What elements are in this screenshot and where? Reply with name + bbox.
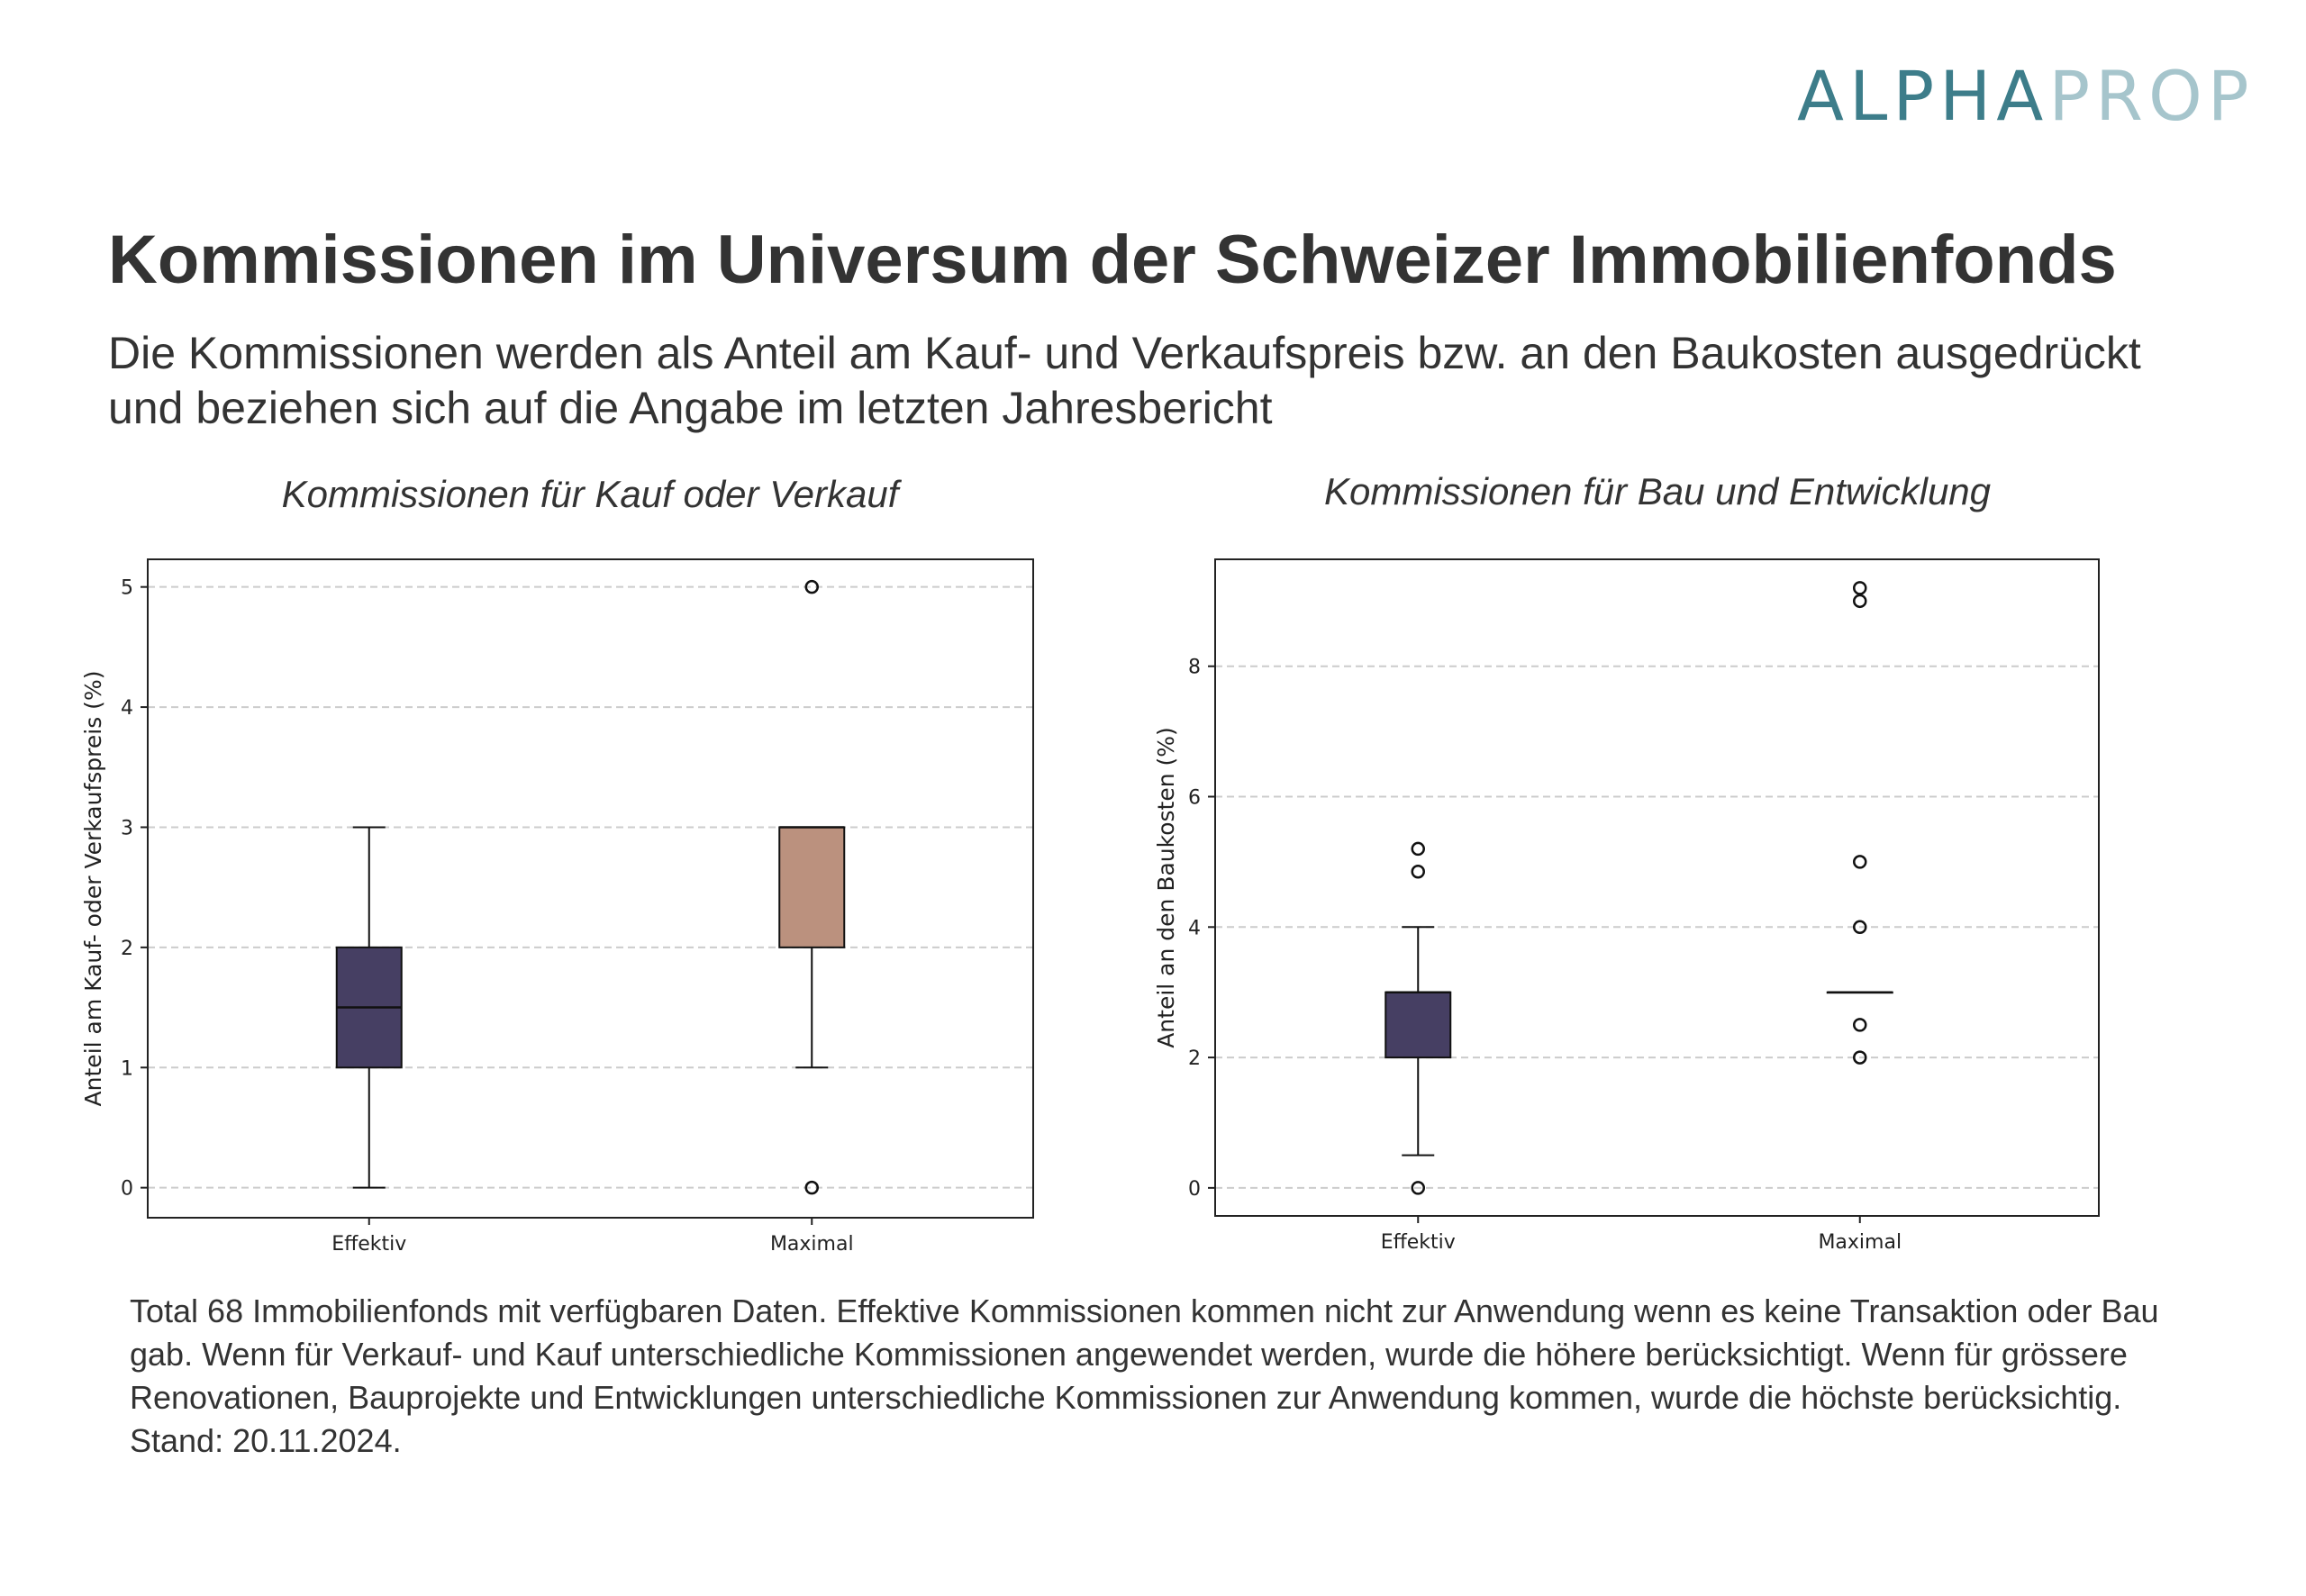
footnote-date: Stand: 20.11.2024. [130,1422,402,1459]
footnote: Total 68 Immobilienfonds mit verfügbaren… [130,1290,2183,1463]
outlier-point [804,1180,819,1195]
outlier-point [1411,1181,1425,1195]
outlier-point [804,579,819,594]
y-tick-label: 1 [121,1057,133,1080]
outlier-point [1411,865,1425,879]
y-tick-label: 4 [1188,917,1201,939]
x-tick-label: Effektiv [331,1233,406,1256]
logo-part-1: ALPHA [1797,56,2049,136]
plot-frame [1214,558,2100,1217]
outlier-point [1853,920,1867,935]
outlier-point [1853,581,1867,595]
outlier-point [1411,841,1425,857]
x-tick-label: Maximal [770,1233,854,1256]
y-axis-label: Anteil an den Baukosten (%) [1153,727,1179,1048]
y-tick-label: 6 [1188,787,1201,810]
plot-frame [147,558,1034,1219]
y-tick-label: 2 [1188,1047,1201,1070]
y-tick-label: 0 [1188,1178,1201,1201]
footnote-text: Total 68 Immobilienfonds mit verfügbaren… [130,1292,2159,1416]
box-maximal [778,826,846,948]
page-title: Kommissionen im Universum der Schweizer … [108,222,2117,298]
y-tick-label: 3 [121,817,133,839]
logo-part-2: PROP [2048,56,2255,136]
y-tick-label: 8 [1188,657,1201,679]
chart-title-bau: Kommissionen für Bau und Entwicklung [1323,470,1992,512]
outlier-point [1853,1018,1867,1032]
outlier-point [1853,1050,1867,1065]
page-subtitle: Die Kommissionen werden als Anteil am Ka… [108,328,2141,433]
box-effektiv [1385,991,1452,1059]
boxplot-0: 0 1 2 3 4 5 Anteil am Kauf- oder Verkaufspreis… [80,558,1034,1256]
y-tick-label: 4 [121,697,133,720]
x-tick-label: Effektiv [1381,1231,1456,1254]
y-tick-label: 5 [121,577,133,600]
outlier-point [1853,594,1867,609]
chart-title-kauf: Kommissionen für Kauf oder Verkauf [281,473,899,515]
charts-canvas: 0 1 2 3 4 5 Anteil am Kauf- oder Verkaufspreis… [80,558,2100,1256]
y-axis-label: Anteil am Kauf- oder Verkaufspreis (%) [80,671,106,1107]
x-tick-label: Maximal [1818,1231,1902,1254]
alphaprop-logo: ALPHAPROP [1797,56,2255,136]
boxplot-1: 0 2 4 6 8 Anteil an den Baukosten (%) Effektiv… [1153,558,2100,1254]
outlier-point [1853,855,1867,869]
y-tick-label: 2 [121,938,133,960]
y-tick-label: 0 [121,1178,133,1201]
